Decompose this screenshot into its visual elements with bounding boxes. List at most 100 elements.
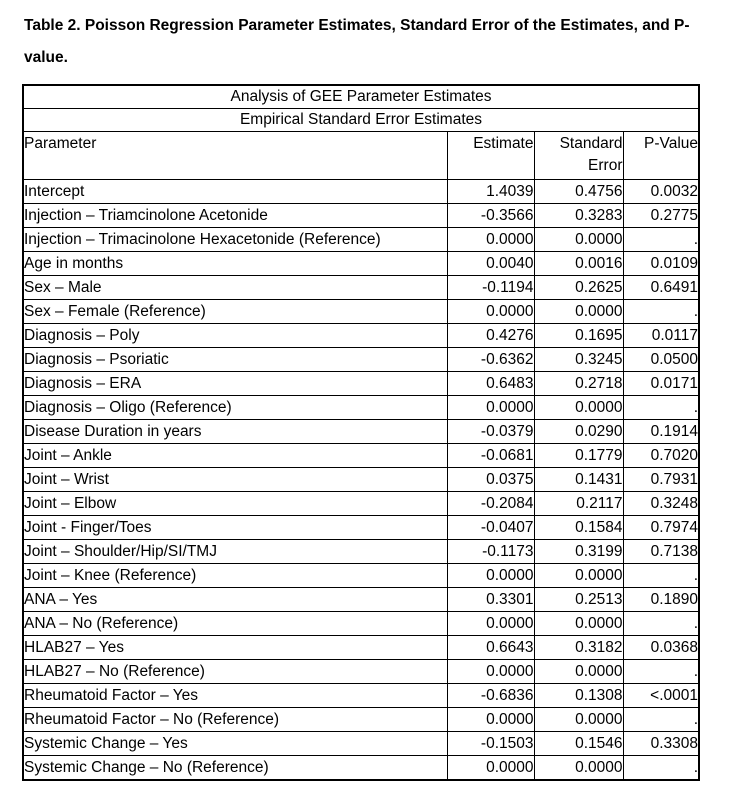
table-row: Intercept 1.4039 0.4756 0.0032 [22,179,700,204]
table-row: Diagnosis – Psoriatic -0.6362 0.3245 0.0500 [22,347,700,372]
table-row: Rheumatoid Factor – No (Reference) 0.0000… [22,707,700,732]
estimate-cell: 0.0375 [446,467,535,492]
table-row: Diagnosis – Oligo (Reference) 0.0000 0.000… [22,395,700,420]
standard-error-cell: 0.3199 [533,539,624,564]
table-span-header-row-1: Analysis of GEE Parameter Estimates [22,84,700,109]
gee-parameter-estimates-table: Analysis of GEE Parameter Estimates Empi… [22,84,701,781]
parameter-cell: Injection – Trimacinolone Hexacetonide (… [22,227,448,252]
span-header-analysis: Analysis of GEE Parameter Estimates [22,84,700,109]
table-row: Sex – Female (Reference) 0.0000 0.0000. [22,299,700,324]
estimate-cell: 0.0000 [446,395,535,420]
estimate-cell: -0.0681 [446,443,535,468]
standard-error-cell: 0.0000 [533,563,624,588]
p-value-cell: 0.0171 [622,371,700,396]
estimate-cell: 0.6483 [446,371,535,396]
p-value-cell: 0.0109 [622,251,700,276]
standard-error-cell: 0.0000 [533,755,624,781]
column-header-p-value: P-Value [622,131,700,180]
table-body: Intercept 1.4039 0.4756 0.0032 Injection – T… [22,179,700,781]
table-row: Injection – Trimacinolone Hexacetonide (… [22,227,700,252]
estimate-cell: -0.6836 [446,683,535,708]
standard-error-cell: 0.1546 [533,731,624,756]
parameter-cell: Joint - Finger/Toes [22,515,448,540]
standard-error-cell: 0.3283 [533,203,624,228]
estimate-cell: -0.1503 [446,731,535,756]
p-value-cell: 0.3308 [622,731,700,756]
p-value-cell: 0.7138 [622,539,700,564]
span-header-empirical: Empirical Standard Error Estimates [22,108,700,132]
table-row: Joint – Elbow -0.2084 0.2117 0.3248 [22,491,700,516]
p-value-cell: . [622,611,700,636]
p-value-cell: . [622,659,700,684]
parameter-cell: Sex – Female (Reference) [22,299,448,324]
table-row: Joint - Finger/Toes -0.0407 0.1584 0.7974 [22,515,700,540]
estimate-cell: -0.1194 [446,275,535,300]
p-value-cell: 0.3248 [622,491,700,516]
standard-error-cell: 0.2718 [533,371,624,396]
table-row: Disease Duration in years -0.0379 0.0290 0.… [22,419,700,444]
table-row: Rheumatoid Factor – Yes -0.6836 0.1308 <.00… [22,683,700,708]
parameter-cell: Systemic Change – No (Reference) [22,755,448,781]
parameter-cell: Joint – Elbow [22,491,448,516]
column-header-estimate: Estimate [446,131,535,180]
p-value-cell: 0.7931 [622,467,700,492]
table-span-header-row-2: Empirical Standard Error Estimates [22,108,700,132]
table-row: ANA – Yes 0.3301 0.2513 0.1890 [22,587,700,612]
table-row: Joint – Ankle -0.0681 0.1779 0.7020 [22,443,700,468]
estimate-cell: -0.3566 [446,203,535,228]
p-value-cell: . [622,707,700,732]
standard-error-cell: 0.1431 [533,467,624,492]
table-row: HLAB27 – No (Reference) 0.0000 0.0000. [22,659,700,684]
standard-error-cell: 0.1695 [533,323,624,348]
parameter-cell: Diagnosis – Poly [22,323,448,348]
table-row: Systemic Change – No (Reference) 0.0000 0.… [22,755,700,781]
estimate-cell: -0.0379 [446,419,535,444]
parameter-cell: Intercept [22,179,448,204]
estimate-cell: 0.0000 [446,755,535,781]
standard-error-cell: 0.0000 [533,299,624,324]
standard-error-cell: 0.2513 [533,587,624,612]
estimate-cell: -0.1173 [446,539,535,564]
standard-error-cell: 0.0000 [533,395,624,420]
estimate-cell: 0.0000 [446,659,535,684]
table-caption-line-2: value. [24,49,68,66]
p-value-cell: 0.2775 [622,203,700,228]
estimate-cell: 0.0000 [446,563,535,588]
table-row: Joint – Shoulder/Hip/SI/TMJ -0.1173 0.3199… [22,539,700,564]
estimate-cell: -0.6362 [446,347,535,372]
parameter-cell: Diagnosis – Psoriatic [22,347,448,372]
parameter-cell: Diagnosis – ERA [22,371,448,396]
parameter-cell: Joint – Shoulder/Hip/SI/TMJ [22,539,448,564]
table-row: Diagnosis – ERA 0.6483 0.2718 0.0171 [22,371,700,396]
p-value-cell: 0.1914 [622,419,700,444]
table-row: Joint – Wrist 0.0375 0.1431 0.7931 [22,467,700,492]
estimate-cell: 0.0000 [446,611,535,636]
parameter-cell: Diagnosis – Oligo (Reference) [22,395,448,420]
p-value-cell: 0.0032 [622,179,700,204]
parameter-cell: Joint – Knee (Reference) [22,563,448,588]
p-value-cell: . [622,755,700,781]
estimate-cell: 1.4039 [446,179,535,204]
standard-error-cell: 0.3182 [533,635,624,660]
table-row: Systemic Change – Yes -0.1503 0.1546 0.3308 [22,731,700,756]
parameter-cell: HLAB27 – No (Reference) [22,659,448,684]
p-value-cell: . [622,563,700,588]
parameter-cell: Joint – Wrist [22,467,448,492]
standard-error-cell: 0.0000 [533,707,624,732]
p-value-cell: 0.6491 [622,275,700,300]
standard-error-cell: 0.0016 [533,251,624,276]
table-row: Injection – Triamcinolone Acetonide -0.35… [22,203,700,228]
column-header-parameter: Parameter [22,131,448,180]
standard-error-cell: 0.3245 [533,347,624,372]
estimate-cell: 0.0000 [446,227,535,252]
estimate-cell: -0.0407 [446,515,535,540]
parameter-cell: HLAB27 – Yes [22,635,448,660]
table-row: Sex – Male -0.1194 0.2625 0.6491 [22,275,700,300]
parameter-cell: Joint – Ankle [22,443,448,468]
estimate-cell: 0.0000 [446,707,535,732]
estimate-cell: 0.3301 [446,587,535,612]
standard-error-cell: 0.0000 [533,611,624,636]
parameter-cell: Sex – Male [22,275,448,300]
p-value-cell: . [622,227,700,252]
standard-error-cell: 0.1779 [533,443,624,468]
